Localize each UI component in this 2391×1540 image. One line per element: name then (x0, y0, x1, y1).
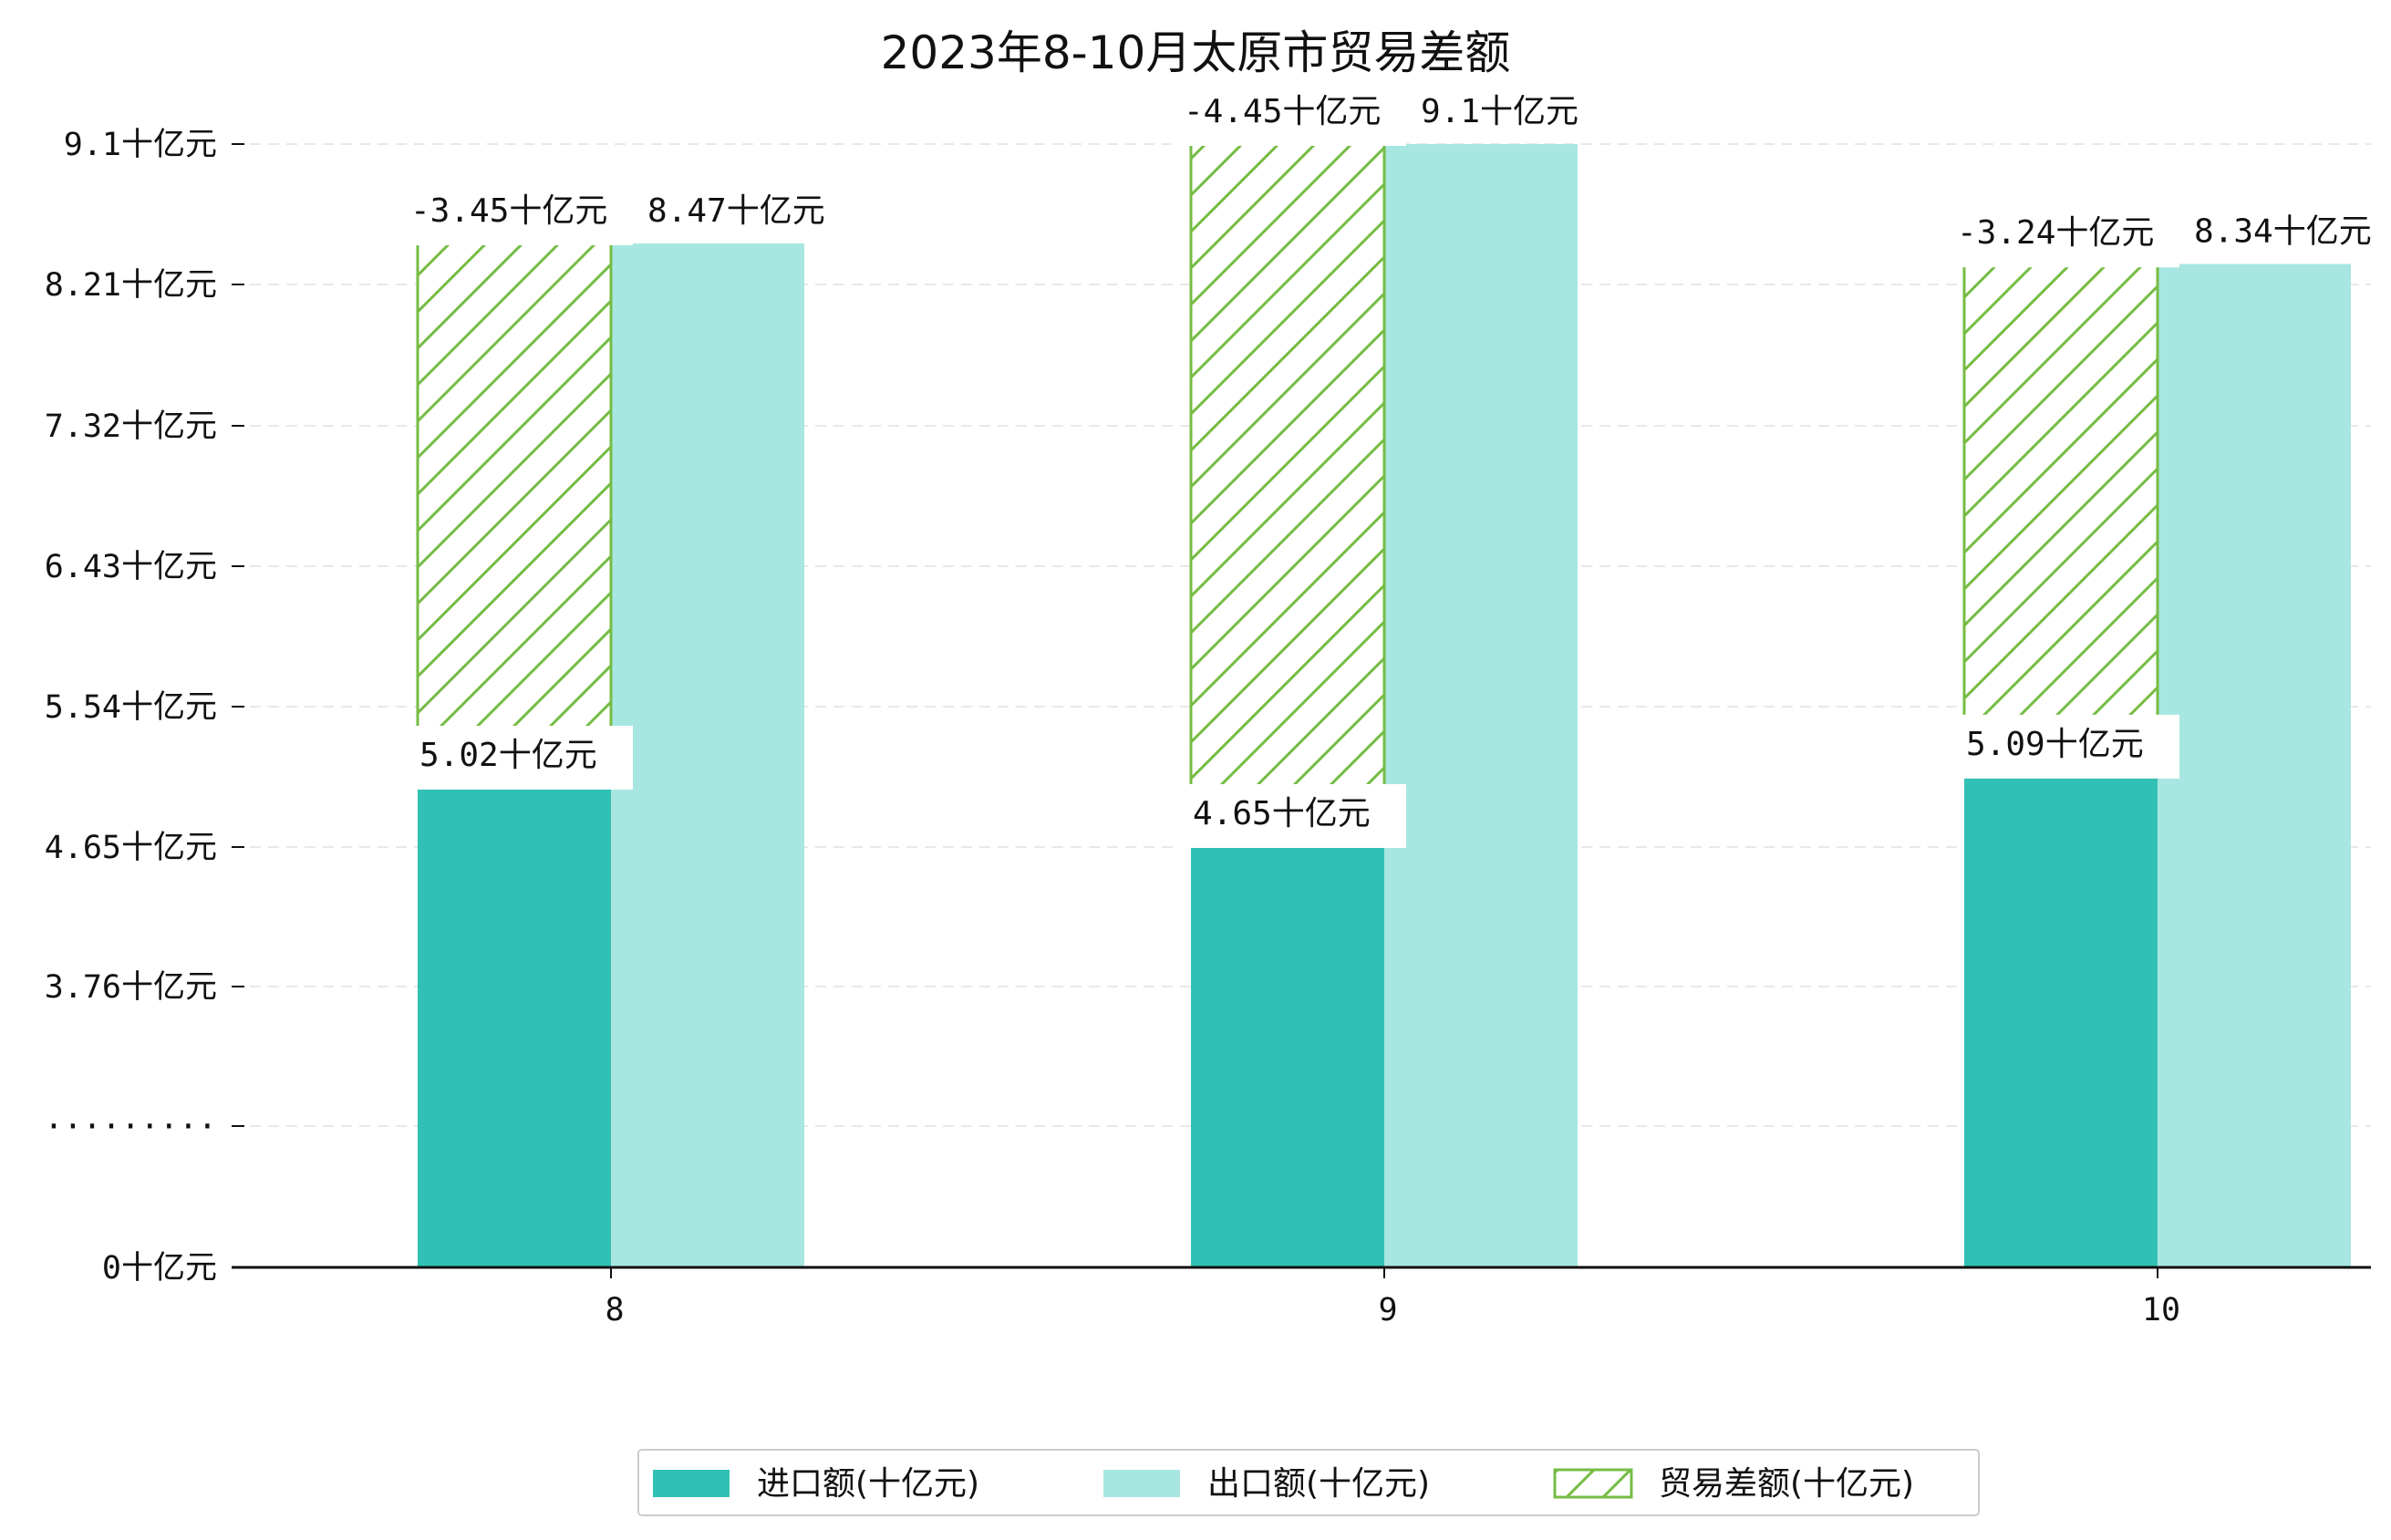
label-import-box (407, 725, 633, 790)
legend-swatch (653, 1470, 730, 1497)
label-export: 9.1十亿元 (1421, 93, 1578, 130)
bar-balance (1962, 264, 2159, 779)
legend-swatch (1103, 1470, 1180, 1497)
axes: 0十亿元 ········· 3.76十亿元 4.65十亿元 5.54十亿元 6.43十亿… (44, 127, 2371, 1328)
y-tick-label: 7.32十亿元 (45, 408, 217, 445)
label-import-box (1953, 714, 2179, 779)
bar-export (1384, 144, 1578, 1267)
legend-label: 进口额(十亿元) (757, 1465, 979, 1503)
bar-export (2158, 264, 2351, 1267)
x-tick-label: 9 (1378, 1292, 1397, 1328)
label-balance-box (1944, 203, 2179, 268)
y-tick-label: 4.65十亿元 (45, 830, 217, 866)
bars (416, 142, 2351, 1267)
label-export: 8.47十亿元 (647, 192, 825, 230)
data-labels: 5.02十亿元 8.47十亿元 -3.45十亿元 4.65十亿元 9.1十亿元 -4.45… (398, 82, 2372, 848)
y-tick-label: 8.21十亿元 (45, 267, 217, 304)
label-import: 5.02十亿元 (419, 737, 597, 774)
legend[interactable]: 进口额(十亿元) 出口额(十亿元) 贸易差额(十亿元) (637, 1449, 1980, 1516)
legend-label: 贸易差额(十亿元) (1659, 1465, 1914, 1503)
label-export: 8.34十亿元 (2194, 213, 2372, 251)
bar-import (1964, 776, 2158, 1267)
bar-balance (416, 242, 613, 790)
label-balance: -3.45十亿元 (410, 192, 607, 230)
bar-balance (1189, 142, 1386, 848)
label-balance-box (398, 181, 633, 246)
label-import-box (1180, 784, 1406, 848)
bar-import (1191, 846, 1384, 1267)
y-tick-label: 5.54十亿元 (45, 689, 217, 726)
label-balance: -3.24十亿元 (1957, 214, 2154, 252)
y-tick-label: 9.1十亿元 (64, 127, 217, 163)
y-tick-label: 6.43十亿元 (45, 549, 217, 585)
y-tick-label: ········· (44, 1109, 217, 1145)
y-tick-label: 0十亿元 (102, 1250, 217, 1287)
x-tick-label: 10 (2142, 1292, 2180, 1328)
label-balance: -4.45十亿元 (1184, 93, 1381, 130)
legend-frame (637, 1449, 1980, 1516)
label-import: 5.09十亿元 (1966, 726, 2144, 763)
y-tick-label: 3.76十亿元 (45, 969, 217, 1006)
x-tick-label: 8 (605, 1292, 624, 1328)
label-import: 4.65十亿元 (1193, 795, 1371, 832)
legend-label: 出口额(十亿元) (1207, 1465, 1430, 1503)
chart-title: 2023年8-10月太原市贸易差额 (881, 26, 1511, 79)
bar-import (418, 787, 611, 1267)
label-balance-box (1171, 82, 1406, 146)
legend-swatch (1553, 1468, 1633, 1499)
bar-export (611, 243, 804, 1267)
